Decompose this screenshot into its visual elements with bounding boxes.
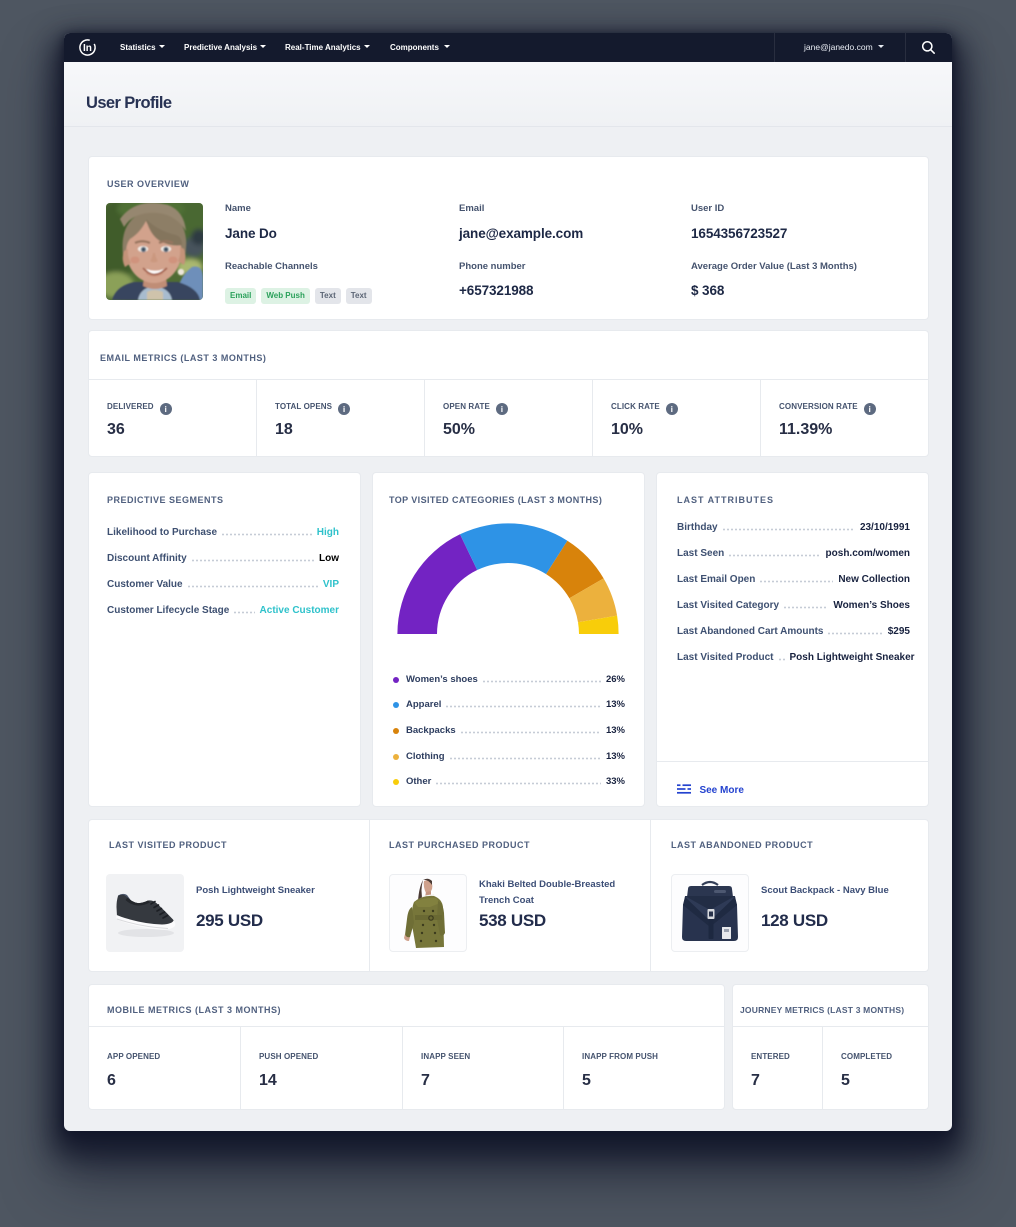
svg-text:In: In bbox=[83, 43, 92, 54]
